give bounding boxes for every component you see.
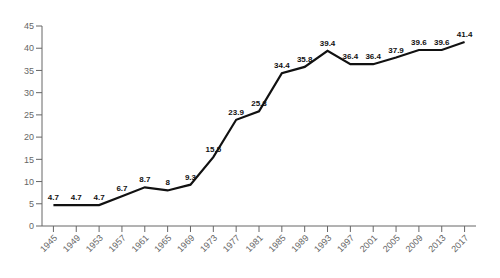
- svg-text:36.4: 36.4: [343, 52, 359, 61]
- svg-text:30: 30: [24, 88, 34, 98]
- svg-text:4.7: 4.7: [48, 193, 60, 202]
- svg-text:10: 10: [24, 177, 34, 187]
- svg-text:39.4: 39.4: [320, 39, 336, 48]
- svg-text:9.3: 9.3: [185, 173, 197, 182]
- svg-text:36.4: 36.4: [365, 52, 381, 61]
- svg-text:45: 45: [24, 21, 34, 31]
- svg-text:41.4: 41.4: [457, 30, 473, 39]
- svg-text:20: 20: [24, 132, 34, 142]
- svg-text:35: 35: [24, 66, 34, 76]
- svg-text:1945: 1945: [38, 233, 59, 254]
- svg-text:1965: 1965: [152, 233, 173, 254]
- svg-text:2017: 2017: [449, 233, 470, 254]
- svg-text:1985: 1985: [267, 233, 288, 254]
- svg-text:6.7: 6.7: [116, 184, 128, 193]
- svg-text:1957: 1957: [107, 233, 128, 254]
- svg-text:2009: 2009: [404, 233, 425, 254]
- svg-text:1993: 1993: [312, 233, 333, 254]
- svg-text:2001: 2001: [358, 233, 379, 254]
- svg-text:34.4: 34.4: [274, 61, 290, 70]
- svg-text:8.7: 8.7: [139, 175, 151, 184]
- svg-text:1969: 1969: [175, 233, 196, 254]
- svg-text:1953: 1953: [84, 233, 105, 254]
- svg-text:2013: 2013: [426, 233, 447, 254]
- svg-text:5: 5: [29, 199, 34, 209]
- svg-text:1989: 1989: [289, 233, 310, 254]
- svg-text:25: 25: [24, 110, 34, 120]
- svg-text:1997: 1997: [335, 233, 356, 254]
- svg-text:0: 0: [29, 221, 34, 231]
- svg-text:37.9: 37.9: [388, 46, 404, 55]
- svg-text:1949: 1949: [61, 233, 82, 254]
- svg-text:4.7: 4.7: [94, 193, 106, 202]
- svg-text:1981: 1981: [244, 233, 265, 254]
- svg-text:23.9: 23.9: [228, 108, 244, 117]
- svg-text:35.8: 35.8: [297, 55, 313, 64]
- svg-text:1961: 1961: [129, 233, 150, 254]
- svg-text:15.5: 15.5: [206, 145, 222, 154]
- svg-text:15: 15: [24, 155, 34, 165]
- svg-text:39.6: 39.6: [411, 38, 427, 47]
- svg-text:39.6: 39.6: [434, 38, 450, 47]
- svg-text:2005: 2005: [381, 233, 402, 254]
- svg-text:1977: 1977: [221, 233, 242, 254]
- svg-text:40: 40: [24, 43, 34, 53]
- svg-text:25.8: 25.8: [251, 99, 267, 108]
- svg-text:1973: 1973: [198, 233, 219, 254]
- svg-text:8: 8: [165, 178, 170, 187]
- svg-text:4.7: 4.7: [71, 193, 83, 202]
